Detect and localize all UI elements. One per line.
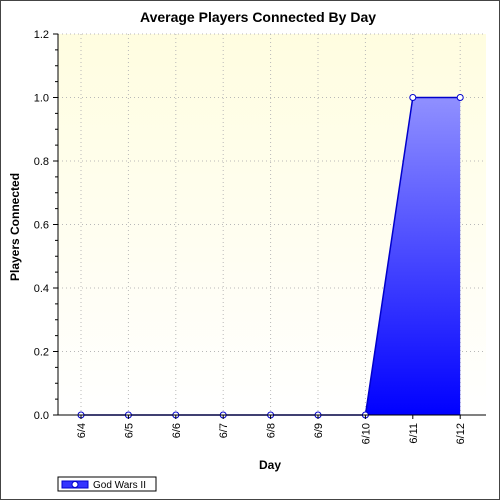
chart-title: Average Players Connected By Day [140, 9, 376, 25]
tick-labels: 0.0 0.2 0.4 0.6 0.8 1.0 1.2 6/4 6/5 6/6 6/7 6/8 6/9 6… [34, 29, 467, 444]
x-tick-label: 6/8 [266, 423, 278, 438]
series-area-fill [81, 97, 461, 415]
y-tick-label: 1.2 [34, 29, 49, 41]
y-tick-label: 0.6 [34, 220, 49, 232]
x-tick-label: 6/4 [76, 423, 88, 438]
y-tick-label: 0.4 [34, 283, 49, 295]
legend-label: God Wars II [93, 480, 146, 491]
x-tick-label: 6/10 [360, 423, 372, 444]
y-tick-label: 0.2 [34, 347, 49, 359]
x-tick-label: 6/12 [455, 423, 467, 444]
y-tick-label: 1.0 [34, 93, 49, 105]
legend-marker [71, 481, 79, 488]
y-tick-label: 0.0 [34, 410, 49, 422]
legend: God Wars II [57, 476, 157, 492]
x-tick-label: 6/6 [171, 423, 183, 438]
x-axis-title: Day [259, 458, 281, 472]
y-axis-title: Players Connected [8, 173, 22, 281]
data-point [409, 94, 417, 101]
y-tick-label: 0.8 [34, 156, 49, 168]
data-point [456, 94, 464, 101]
x-tick-label: 6/5 [123, 423, 135, 438]
axes [53, 33, 486, 419]
x-tick-label: 6/9 [313, 423, 325, 438]
x-tick-label: 6/11 [408, 423, 420, 444]
x-tick-label: 6/7 [218, 423, 230, 438]
